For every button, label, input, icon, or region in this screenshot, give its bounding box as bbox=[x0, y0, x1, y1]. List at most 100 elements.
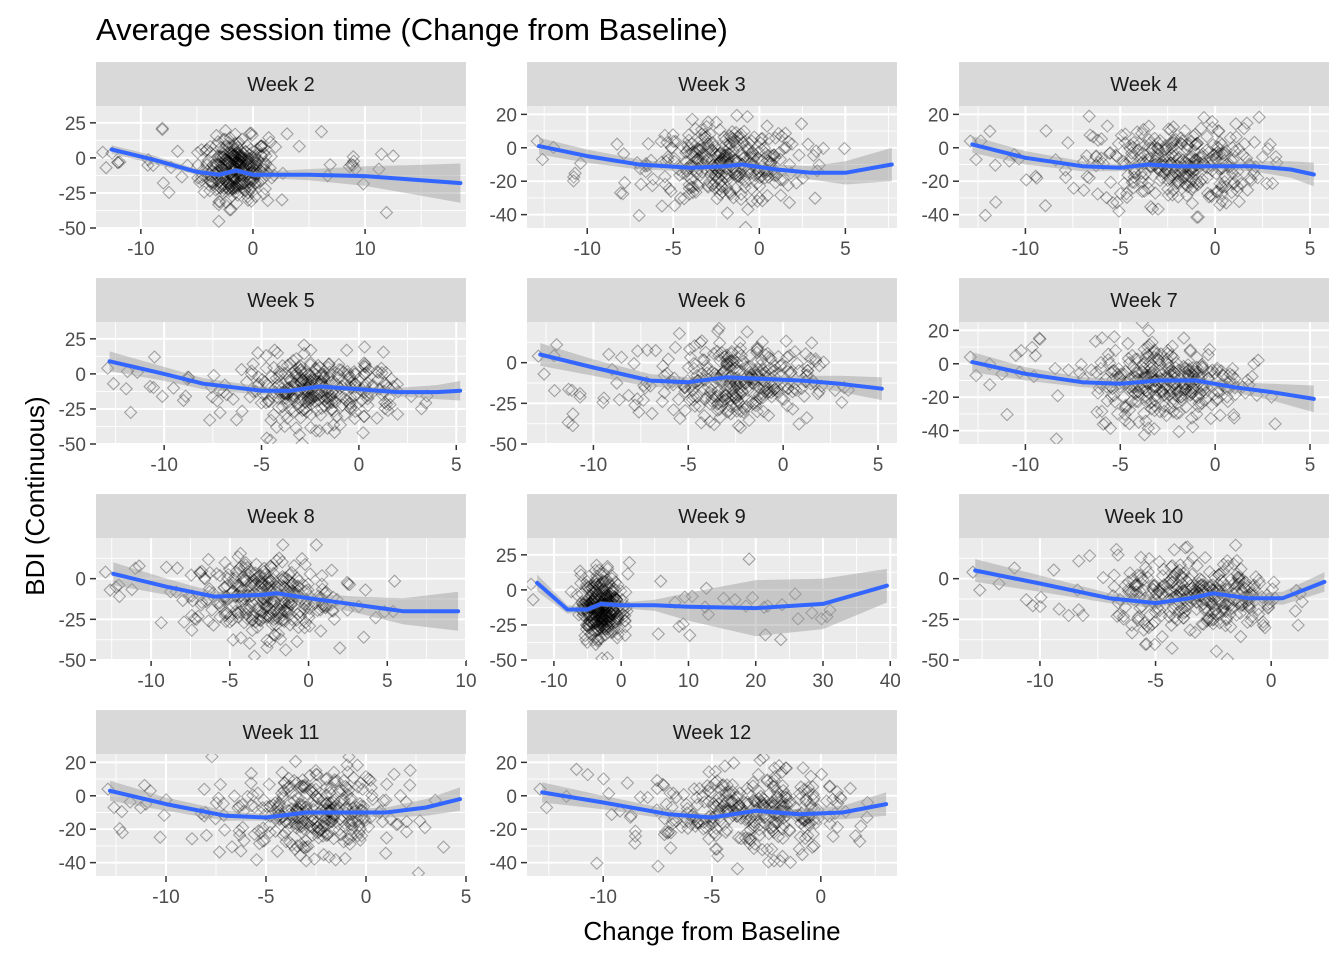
data-point bbox=[301, 839, 315, 854]
data-point bbox=[1140, 618, 1154, 633]
data-point bbox=[697, 382, 712, 397]
data-point bbox=[248, 568, 262, 583]
data-point bbox=[1071, 603, 1086, 617]
data-point bbox=[1182, 572, 1196, 586]
data-point bbox=[248, 175, 263, 190]
data-point bbox=[739, 360, 753, 375]
data-point bbox=[339, 393, 353, 408]
data-point bbox=[1162, 387, 1177, 402]
data-point bbox=[580, 574, 594, 589]
data-point bbox=[1172, 363, 1186, 377]
data-point bbox=[834, 791, 848, 806]
data-point bbox=[381, 403, 395, 418]
data-point bbox=[1186, 129, 1201, 143]
data-point bbox=[216, 183, 230, 198]
data-point bbox=[1146, 380, 1160, 394]
data-point bbox=[309, 815, 323, 830]
data-point bbox=[1247, 582, 1262, 596]
facet-strip-label: Week 7 bbox=[1110, 290, 1177, 312]
data-point bbox=[1131, 385, 1145, 399]
data-point bbox=[706, 346, 721, 361]
data-point bbox=[735, 157, 750, 172]
data-point bbox=[387, 574, 402, 588]
data-point bbox=[1155, 586, 1170, 601]
data-point bbox=[273, 597, 287, 611]
data-point bbox=[1178, 540, 1193, 555]
data-point bbox=[589, 637, 603, 652]
data-point bbox=[749, 393, 764, 408]
data-point bbox=[1133, 381, 1148, 396]
data-point bbox=[195, 163, 210, 178]
data-point bbox=[338, 779, 353, 794]
data-point bbox=[608, 594, 622, 609]
data-point bbox=[1148, 399, 1162, 413]
data-point bbox=[1183, 377, 1197, 392]
data-point bbox=[1121, 584, 1136, 599]
data-point bbox=[314, 124, 329, 139]
data-point bbox=[261, 130, 276, 145]
data-point bbox=[580, 599, 595, 614]
data-point bbox=[698, 345, 713, 360]
data-point bbox=[1171, 190, 1185, 204]
data-point bbox=[735, 157, 749, 171]
data-point bbox=[737, 402, 752, 417]
data-point bbox=[107, 800, 121, 815]
data-point bbox=[722, 376, 737, 391]
data-point bbox=[682, 133, 696, 148]
data-point bbox=[582, 582, 597, 597]
data-point bbox=[119, 381, 133, 396]
x-tick-label: 0 bbox=[754, 239, 765, 260]
data-point bbox=[760, 346, 775, 361]
data-point bbox=[1202, 592, 1216, 607]
data-point bbox=[331, 370, 346, 385]
data-point bbox=[1242, 157, 1257, 171]
data-point bbox=[1173, 164, 1188, 178]
data-point bbox=[618, 628, 632, 642]
data-point bbox=[268, 380, 283, 395]
data-point bbox=[729, 125, 743, 140]
data-point bbox=[324, 563, 339, 577]
data-point bbox=[722, 787, 736, 801]
x-tick-label: 0 bbox=[778, 455, 789, 476]
data-point bbox=[100, 361, 115, 376]
data-point bbox=[235, 149, 249, 163]
data-point bbox=[246, 159, 260, 173]
data-point bbox=[260, 799, 274, 814]
data-point bbox=[781, 135, 796, 149]
data-point bbox=[667, 151, 682, 166]
data-point bbox=[1214, 364, 1229, 378]
data-point bbox=[234, 844, 248, 858]
data-point bbox=[211, 149, 225, 164]
data-point bbox=[155, 389, 170, 404]
data-point bbox=[771, 126, 786, 141]
data-point bbox=[1152, 581, 1167, 596]
y-tick-label: 0 bbox=[506, 787, 517, 808]
x-tick-label: -5 bbox=[704, 887, 721, 908]
data-point bbox=[337, 408, 352, 422]
data-point bbox=[680, 168, 695, 183]
data-point bbox=[236, 163, 251, 177]
data-point bbox=[738, 175, 753, 189]
data-point bbox=[750, 345, 764, 360]
data-point bbox=[289, 367, 303, 382]
data-point bbox=[742, 164, 757, 179]
data-point bbox=[274, 573, 289, 587]
data-point bbox=[261, 575, 276, 590]
data-point bbox=[1134, 571, 1149, 586]
data-point bbox=[1180, 137, 1195, 151]
data-point bbox=[602, 347, 616, 362]
data-point bbox=[684, 180, 699, 195]
data-point bbox=[1178, 604, 1192, 619]
data-point bbox=[707, 826, 721, 840]
data-point bbox=[243, 390, 257, 404]
data-point bbox=[271, 627, 286, 641]
data-point bbox=[1126, 360, 1141, 375]
data-point bbox=[226, 162, 241, 177]
data-point bbox=[257, 833, 272, 848]
data-point bbox=[667, 371, 682, 385]
data-point bbox=[1158, 150, 1172, 164]
data-point bbox=[833, 790, 847, 804]
data-point bbox=[303, 356, 318, 370]
data-point bbox=[726, 190, 741, 205]
data-point bbox=[711, 171, 726, 186]
